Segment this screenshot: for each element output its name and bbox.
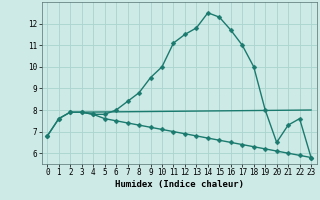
X-axis label: Humidex (Indice chaleur): Humidex (Indice chaleur) xyxy=(115,180,244,189)
